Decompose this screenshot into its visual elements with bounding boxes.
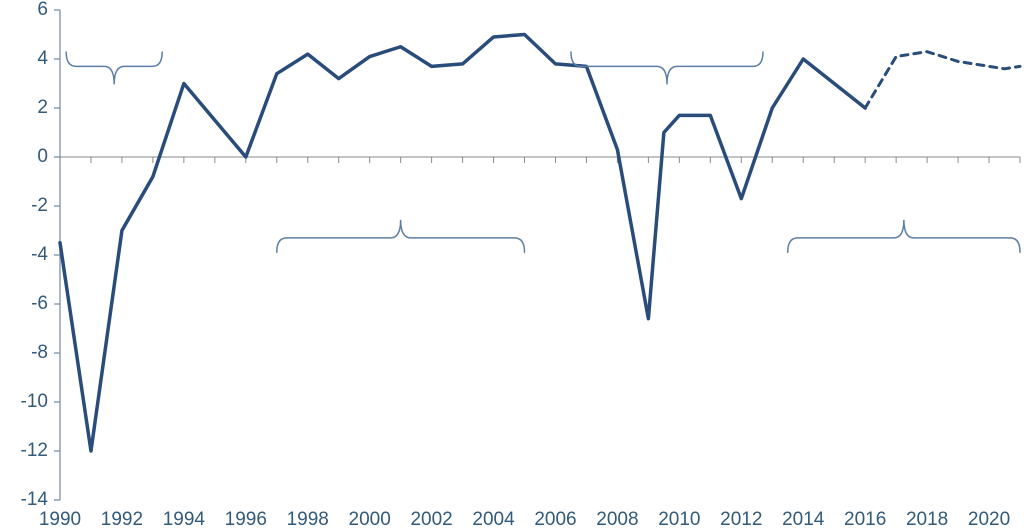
x-tick-label: 2004 <box>472 509 515 530</box>
chart-svg: 6 4 2 0 -2 -4 -6 -8 -10 -12 -141990 1992 1994 1996 199… <box>0 0 1024 531</box>
y-tick-label: 4 <box>37 48 48 69</box>
y-tick-label: -8 <box>31 342 48 363</box>
y-tick-label: -12 <box>21 440 48 461</box>
y-tick-label: -10 <box>21 391 48 412</box>
x-tick-label: 1996 <box>225 509 267 530</box>
y-tick-label: 6 <box>37 0 48 20</box>
y-tick-label: 2 <box>37 97 48 118</box>
x-tick-label: 2006 <box>534 509 576 530</box>
x-tick-label: 2010 <box>658 509 700 530</box>
x-tick-label: 2012 <box>720 509 762 530</box>
x-tick-label: 2000 <box>349 509 391 530</box>
x-tick-label: 2016 <box>844 509 886 530</box>
x-tick-label: 2002 <box>410 509 452 530</box>
y-tick-label: 0 <box>37 146 48 167</box>
y-tick-label: -2 <box>31 195 48 216</box>
x-tick-label: 1998 <box>287 509 329 530</box>
y-tick-label: -4 <box>31 244 48 265</box>
x-tick-label: 2014 <box>782 509 825 530</box>
x-tick-label: 2008 <box>596 509 638 530</box>
x-tick-label: 1992 <box>101 509 143 530</box>
y-tick-label: -6 <box>31 293 48 314</box>
x-tick-label: 1994 <box>163 509 206 530</box>
x-tick-label: 2018 <box>906 509 948 530</box>
line-chart: 6 4 2 0 -2 -4 -6 -8 -10 -12 -141990 1992 1994 1996 199… <box>0 0 1024 531</box>
x-tick-label: 1990 <box>39 509 81 530</box>
x-tick-label: 2020 <box>968 509 1010 530</box>
y-tick-label: -14 <box>21 489 49 510</box>
